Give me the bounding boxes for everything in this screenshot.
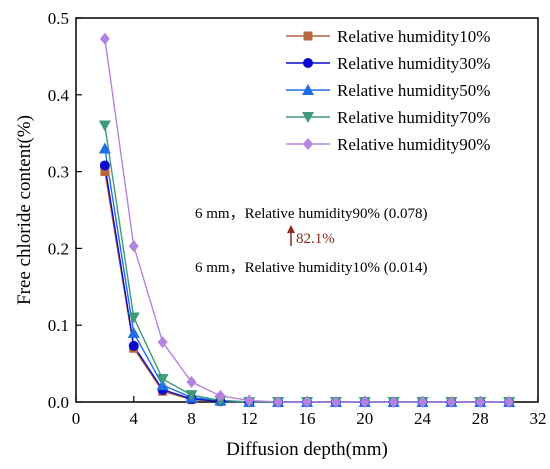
series-line-2 bbox=[104, 165, 510, 403]
x-tick-label: 0 bbox=[72, 409, 81, 428]
data-point-series-5 bbox=[446, 396, 457, 408]
series-layer bbox=[98, 32, 516, 408]
x-tick-label: 32 bbox=[530, 409, 547, 428]
annotation-rh90: 6 mm，Relative humidity90% (0.078) bbox=[195, 206, 427, 222]
legend-label: Relative humidity10% bbox=[337, 27, 490, 46]
x-axis-title: Diffusion depth(mm) bbox=[226, 439, 388, 460]
x-tick-label: 28 bbox=[472, 409, 489, 428]
data-point-series-5 bbox=[99, 32, 110, 45]
data-point-series-4 bbox=[156, 373, 169, 385]
data-point-series-5 bbox=[215, 389, 226, 402]
x-tick-label: 20 bbox=[356, 409, 373, 428]
legend-marker bbox=[302, 84, 314, 95]
data-point-series-2 bbox=[99, 160, 110, 171]
y-tick-label: 0.5 bbox=[48, 9, 69, 28]
increase-arrow-icon bbox=[287, 225, 295, 246]
legend-marker bbox=[302, 112, 314, 123]
x-tick-label: 8 bbox=[187, 409, 196, 428]
data-point-series-5 bbox=[273, 396, 284, 408]
y-tick-label: 0.3 bbox=[48, 163, 69, 182]
y-tick-label: 0.1 bbox=[48, 316, 69, 335]
data-point-series-3 bbox=[98, 142, 111, 154]
annotation-increase-pct: 82.1% bbox=[296, 231, 335, 247]
data-point-series-5 bbox=[359, 396, 370, 408]
data-point-series-5 bbox=[388, 396, 399, 408]
data-point-series-5 bbox=[504, 396, 515, 408]
data-point-series-5 bbox=[417, 396, 428, 408]
legend-marker bbox=[303, 138, 313, 150]
data-point-series-1 bbox=[100, 167, 110, 177]
x-tick-label: 4 bbox=[130, 409, 139, 428]
data-point-series-5 bbox=[157, 336, 168, 349]
x-tick-label: 16 bbox=[299, 409, 316, 428]
data-point-series-3 bbox=[127, 326, 140, 338]
y-tick-label: 0.4 bbox=[48, 86, 70, 105]
data-point-series-5 bbox=[302, 396, 312, 408]
data-point-series-5 bbox=[330, 396, 341, 408]
data-point-series-5 bbox=[244, 394, 255, 407]
legend-label: Relative humidity70% bbox=[337, 108, 490, 127]
y-axis-title: Free chloride content(%) bbox=[14, 115, 35, 305]
legend-label: Relative humidity50% bbox=[337, 81, 490, 100]
legend-label: Relative humidity30% bbox=[337, 54, 490, 73]
legend: Relative humidity10% Relative humidity30%… bbox=[286, 27, 490, 154]
legend-marker bbox=[303, 31, 313, 41]
data-point-series-5 bbox=[186, 376, 197, 389]
data-point-series-5 bbox=[475, 396, 486, 408]
x-tick-label: 12 bbox=[241, 409, 258, 428]
y-tick-label: 0.0 bbox=[48, 393, 69, 412]
annotation-rh10: 6 mm，Relative humidity10% (0.014) bbox=[195, 260, 427, 276]
data-point-series-4 bbox=[98, 120, 111, 132]
legend-marker bbox=[303, 58, 313, 68]
data-point-series-5 bbox=[128, 240, 139, 253]
x-tick-label: 24 bbox=[414, 409, 432, 428]
data-point-series-4 bbox=[127, 312, 140, 324]
data-point-series-2 bbox=[128, 340, 139, 351]
axis-ticks: 0 4 8 12 16 20 24 28 32 0.0 0.1 0.2 0.3 0.4 0.5 bbox=[48, 9, 547, 428]
legend-label: Relative humidity90% bbox=[337, 135, 490, 154]
data-point-series-4 bbox=[185, 390, 198, 402]
y-tick-label: 0.2 bbox=[48, 239, 69, 258]
